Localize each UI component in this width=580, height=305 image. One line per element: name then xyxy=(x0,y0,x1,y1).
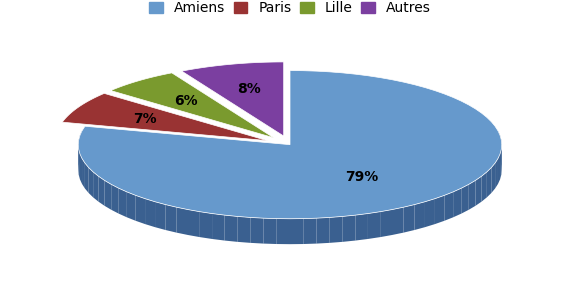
Polygon shape xyxy=(89,167,93,197)
Polygon shape xyxy=(176,207,188,235)
Polygon shape xyxy=(104,180,111,210)
Polygon shape xyxy=(487,167,491,197)
Polygon shape xyxy=(136,196,145,224)
Polygon shape xyxy=(80,131,82,161)
Polygon shape xyxy=(404,205,415,233)
Text: 7%: 7% xyxy=(133,112,157,126)
Polygon shape xyxy=(343,215,356,242)
Polygon shape xyxy=(188,210,200,237)
Polygon shape xyxy=(119,188,127,217)
Polygon shape xyxy=(476,176,481,206)
Polygon shape xyxy=(155,202,165,230)
Polygon shape xyxy=(93,172,99,202)
Polygon shape xyxy=(317,217,329,244)
Polygon shape xyxy=(277,219,290,244)
Polygon shape xyxy=(82,159,85,188)
Polygon shape xyxy=(368,212,380,239)
Polygon shape xyxy=(224,215,237,242)
Polygon shape xyxy=(200,212,212,239)
Polygon shape xyxy=(491,163,495,193)
Polygon shape xyxy=(481,172,487,202)
Legend: Amiens, Paris, Lille, Autres: Amiens, Paris, Lille, Autres xyxy=(145,0,435,20)
Polygon shape xyxy=(111,73,274,138)
Polygon shape xyxy=(145,199,155,227)
Polygon shape xyxy=(79,149,80,179)
Polygon shape xyxy=(425,199,435,227)
Polygon shape xyxy=(380,210,392,237)
Polygon shape xyxy=(212,214,224,241)
Polygon shape xyxy=(500,135,501,165)
Polygon shape xyxy=(263,218,277,244)
Text: 79%: 79% xyxy=(345,170,378,184)
Polygon shape xyxy=(356,214,368,241)
Polygon shape xyxy=(453,188,461,217)
Polygon shape xyxy=(500,149,501,179)
Text: 6%: 6% xyxy=(174,94,198,108)
Polygon shape xyxy=(392,207,404,235)
Polygon shape xyxy=(111,184,119,214)
Polygon shape xyxy=(127,192,136,221)
Polygon shape xyxy=(99,176,104,206)
Polygon shape xyxy=(435,196,444,224)
Polygon shape xyxy=(79,135,80,165)
Polygon shape xyxy=(329,217,343,243)
Polygon shape xyxy=(85,163,89,193)
Polygon shape xyxy=(469,180,476,210)
Polygon shape xyxy=(165,205,176,233)
Polygon shape xyxy=(444,192,453,221)
Polygon shape xyxy=(415,202,425,230)
Polygon shape xyxy=(498,131,500,161)
Polygon shape xyxy=(498,154,500,184)
Text: 8%: 8% xyxy=(238,82,262,96)
Polygon shape xyxy=(461,184,469,214)
Polygon shape xyxy=(80,154,82,184)
Polygon shape xyxy=(303,218,317,244)
Polygon shape xyxy=(237,217,251,243)
Polygon shape xyxy=(251,217,263,244)
Polygon shape xyxy=(182,62,284,136)
Polygon shape xyxy=(78,70,502,219)
Polygon shape xyxy=(62,93,267,141)
Polygon shape xyxy=(495,159,498,188)
Polygon shape xyxy=(290,219,303,244)
